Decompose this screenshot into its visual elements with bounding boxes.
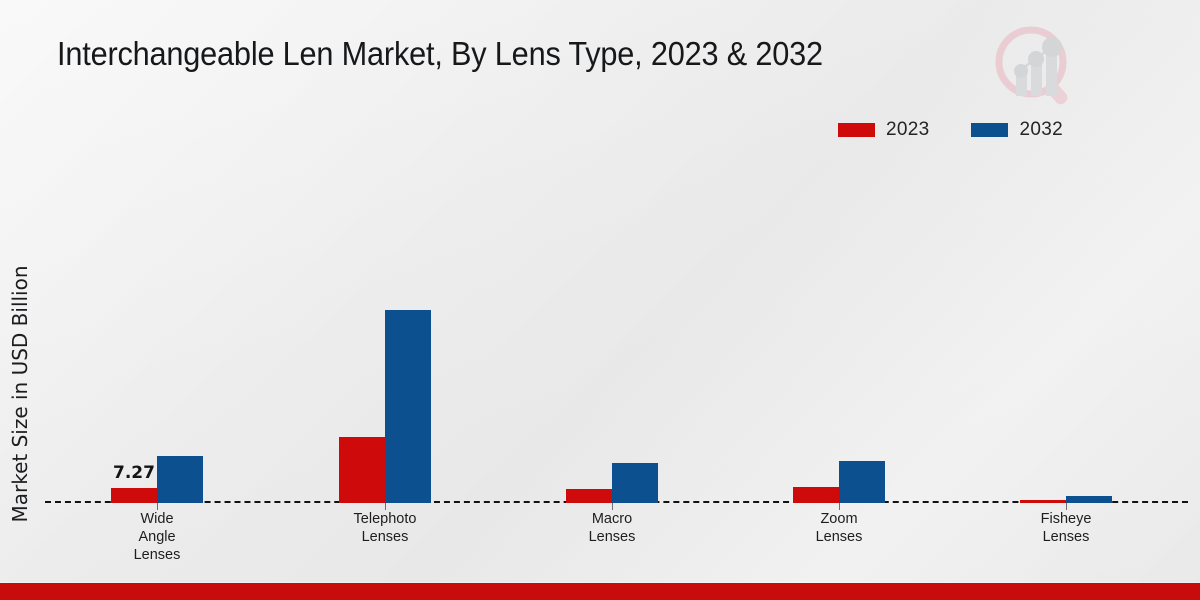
bar-group-bars bbox=[566, 150, 658, 503]
bar-zoom-lenses-2023[interactable] bbox=[793, 487, 839, 503]
x-axis-label-telephoto-lenses: Telephoto Lenses bbox=[325, 510, 445, 546]
x-axis-label-line: Macro bbox=[591, 511, 633, 527]
x-axis-label-macro-lenses: Macro Lenses bbox=[552, 510, 672, 546]
legend-item-2023[interactable]: 2023 bbox=[838, 119, 929, 141]
x-axis-label-line: Fisheye bbox=[1040, 511, 1092, 527]
x-axis-label-line: Zoom bbox=[820, 511, 858, 527]
x-axis-label-zoom-lenses: Zoom Lenses bbox=[779, 510, 899, 546]
bar-telephoto-lenses-2032[interactable] bbox=[385, 310, 431, 503]
x-axis-tick bbox=[157, 503, 158, 510]
bar-fisheye-lenses-2032[interactable] bbox=[1066, 496, 1112, 503]
x-axis-label-line: Telephoto bbox=[353, 511, 417, 527]
footer-accent-bar bbox=[0, 583, 1200, 600]
legend-label-2032: 2032 bbox=[1019, 119, 1063, 140]
x-axis-label-fisheye-lenses: Fisheye Lenses bbox=[1006, 510, 1126, 546]
bar-group-bars bbox=[1020, 150, 1112, 503]
footer-divider bbox=[0, 582, 1200, 583]
bar-value-label: 7.27 bbox=[113, 463, 155, 483]
y-axis-title: Market Size in USD Billion bbox=[0, 0, 40, 600]
bar-group-bars bbox=[339, 150, 431, 503]
x-axis-tick bbox=[385, 503, 386, 510]
bar-group-bars bbox=[793, 150, 885, 503]
x-axis-label-line: Lenses bbox=[588, 529, 636, 545]
legend-swatch-2032 bbox=[971, 123, 1009, 137]
y-axis-title-text: Market Size in USD Billion bbox=[8, 265, 32, 523]
bar-group-bars: 7.27 bbox=[111, 150, 203, 503]
x-axis-tick bbox=[839, 503, 840, 510]
bar-fisheye-lenses-2023[interactable] bbox=[1020, 500, 1066, 503]
bar-zoom-lenses-2032[interactable] bbox=[839, 461, 885, 503]
legend-swatch-2023 bbox=[838, 123, 875, 137]
bar-macro-lenses-2032[interactable] bbox=[612, 463, 658, 503]
page-title: Interchangeable Len Market, By Lens Type… bbox=[57, 35, 823, 72]
x-axis-tick bbox=[1066, 503, 1067, 510]
x-axis-tick bbox=[612, 503, 613, 510]
bar-wide-angle-lenses-2032[interactable] bbox=[157, 456, 203, 503]
x-axis-label-line: Lenses bbox=[361, 529, 409, 545]
plot-area: 7.27 Wide Angle Lenses Telephoto Lenses bbox=[45, 150, 1188, 563]
legend-label-2023: 2023 bbox=[886, 119, 930, 140]
x-axis-label-line: Lenses bbox=[1042, 529, 1090, 545]
magnifier-bar-chart-logo-icon bbox=[988, 20, 1080, 108]
x-axis-label-wide-angle-lenses: Wide Angle Lenses bbox=[97, 510, 217, 564]
legend-item-2032[interactable]: 2032 bbox=[971, 119, 1063, 141]
bar-telephoto-lenses-2023[interactable] bbox=[339, 437, 385, 503]
x-axis-label-line: Lenses bbox=[133, 547, 181, 563]
chart-legend: 2023 2032 bbox=[838, 119, 1063, 141]
bar-macro-lenses-2023[interactable] bbox=[566, 489, 612, 503]
x-axis-label-line: Wide bbox=[140, 511, 174, 527]
x-axis-label-line: Lenses bbox=[815, 529, 863, 545]
x-axis-label-line: Angle bbox=[138, 529, 176, 545]
bar-wide-angle-lenses-2023[interactable]: 7.27 bbox=[111, 463, 157, 503]
